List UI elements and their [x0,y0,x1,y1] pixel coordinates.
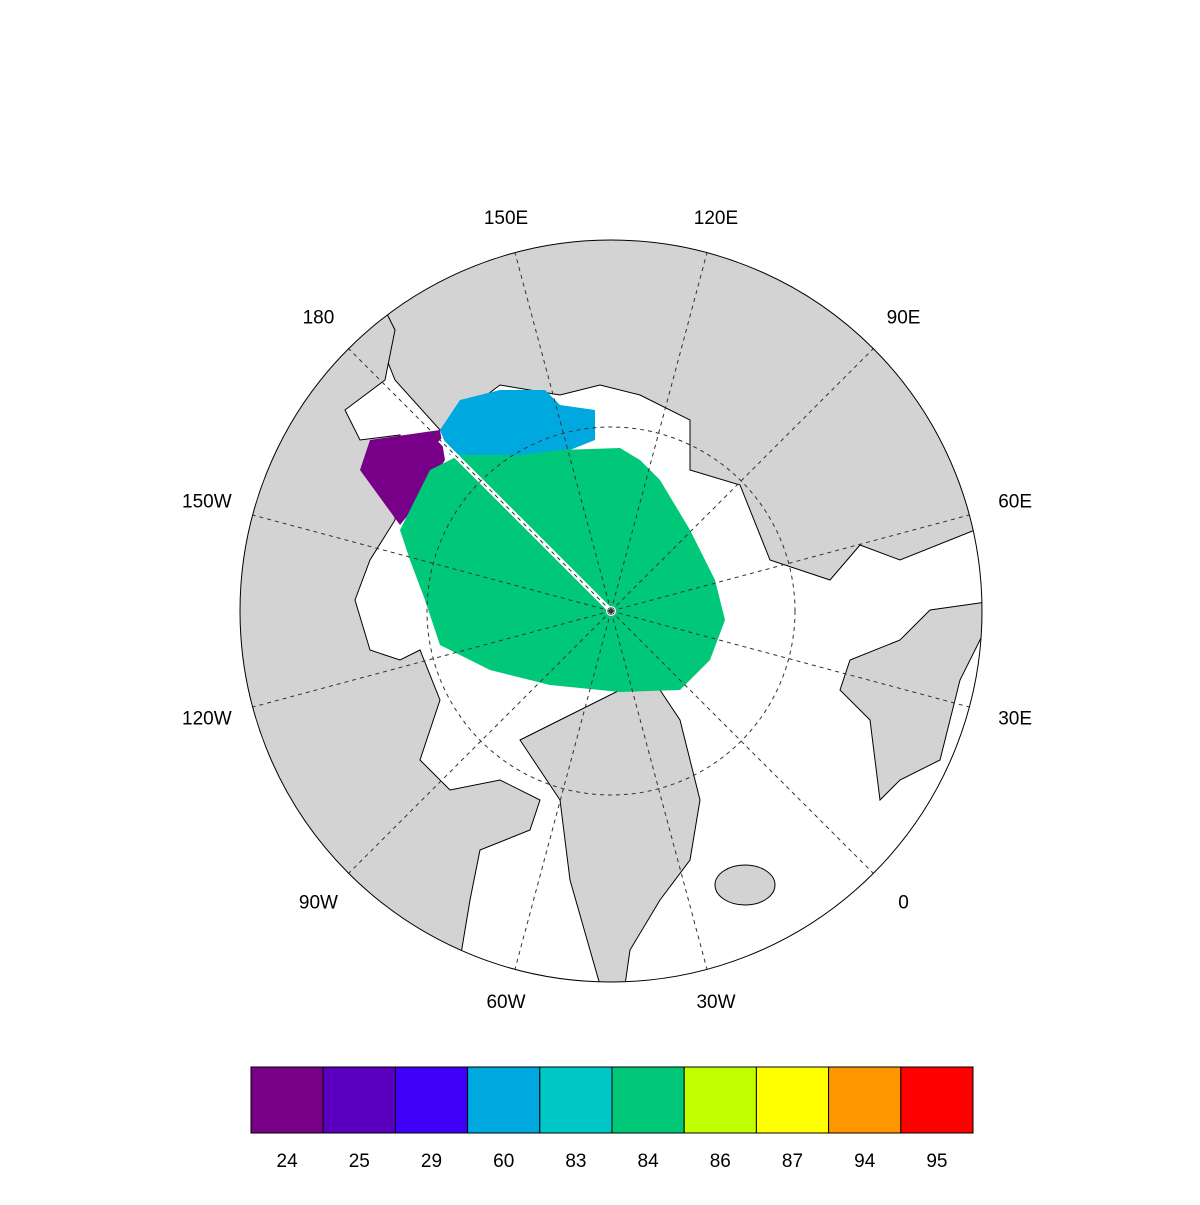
land-iceland [714,864,776,906]
meridian-label: 150E [484,208,528,229]
colorbar-label: 95 [926,1151,947,1172]
meridian-line [610,610,970,708]
meridian-labels: 0 30E 60E 90E 120E 150E 180 150W 120W 90W 60W 30W [182,208,1032,1013]
meridian-line [610,252,708,612]
land-north-america [240,299,541,961]
meridian-line [610,514,970,612]
map-body [240,240,982,982]
meridian-line [252,514,612,612]
meridian-label: 30E [998,708,1032,729]
land-europe [839,599,982,802]
meridian-label: 30W [696,992,735,1013]
colorbar-box [611,1066,685,1134]
latitude-circle [426,426,796,796]
meridian-label: 90E [887,307,921,328]
meridian-label: 90W [299,893,338,914]
meridian-label: 0 [898,893,909,914]
colorbar-label: 83 [565,1151,586,1172]
colorbar-box [250,1066,324,1134]
field-region [360,430,445,525]
meridian-label: 60W [486,992,525,1013]
colorbar-label: 84 [638,1151,660,1172]
meridian-line [514,610,612,970]
meridian-line [610,610,708,970]
colorbar-box [394,1066,469,1134]
colorbar-label: 86 [710,1151,731,1172]
field-region [440,390,595,470]
field-region [400,448,725,692]
colorbar-label: 29 [421,1151,442,1172]
colorbar-label: 60 [493,1151,514,1172]
meridian-label: 180 [303,307,335,328]
graticule [252,252,970,970]
colorbar: 24 25 29 60 83 84 86 87 94 95 [250,1066,974,1172]
colorbar-label: 25 [349,1151,370,1172]
colorbar-box [828,1066,902,1134]
colorbar-box [900,1066,974,1134]
meridian-label: 120E [694,208,738,229]
colorbar-box [539,1066,613,1134]
meridian-line [252,610,612,708]
meridian-line [348,348,612,612]
colorbar-label: 87 [782,1151,803,1172]
meridian-line [348,610,612,874]
meridian-label: 150W [182,492,232,513]
colorbar-box [683,1066,757,1134]
colorbar-box [322,1066,396,1134]
map-border [239,239,983,983]
colorbar-box [467,1066,541,1134]
meridian-line [610,348,874,612]
meridian-line [514,252,612,612]
meridian-label: 60E [998,492,1032,513]
colorbar-label: 94 [854,1151,876,1172]
meridian-line [610,610,874,874]
colorbar-box [755,1066,830,1134]
colorbar-label: 24 [277,1151,299,1172]
meridian-label: 120W [182,708,232,729]
